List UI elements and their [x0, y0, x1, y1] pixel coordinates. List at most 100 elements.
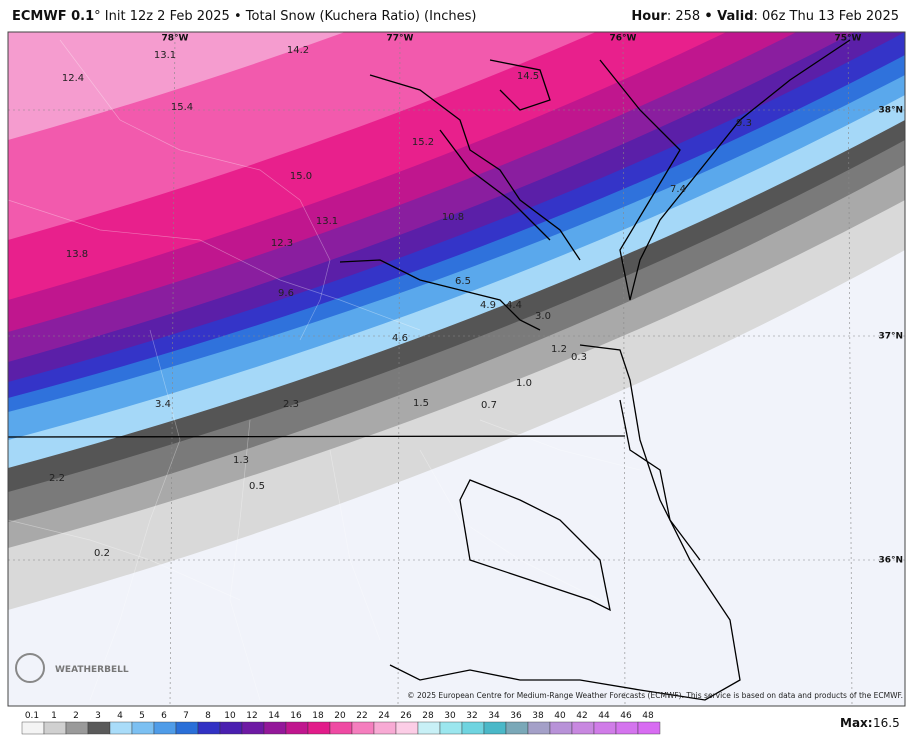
colorbar-label: 8 [205, 711, 211, 721]
colorbar-swatch [21, 721, 45, 735]
colorbar-swatch [65, 721, 89, 735]
colorbar-label: 28 [422, 711, 434, 721]
snow-label: 7.4 [670, 184, 686, 195]
snow-label: 15.2 [412, 137, 434, 148]
colorbar-swatch [439, 721, 463, 735]
longitude-label: 78°W [162, 34, 189, 44]
snow-label: 3.0 [535, 311, 551, 322]
snow-label: 2.3 [283, 399, 299, 410]
colorbar-label: 12 [246, 711, 257, 721]
snow-bands [8, 32, 905, 706]
colorbar-label: 22 [356, 711, 367, 721]
snow-label: 12.4 [62, 73, 84, 84]
colorbar-label: 6 [161, 711, 167, 721]
colorbar-label: 30 [444, 711, 456, 721]
colorbar-label: 10 [224, 711, 236, 721]
snow-label: 10.8 [442, 212, 464, 223]
snow-label: 9.3 [736, 118, 752, 129]
colorbar-swatch [505, 721, 529, 735]
colorbar-label: 5 [139, 711, 145, 721]
colorbar-swatch [373, 721, 397, 735]
colorbar-label: 16 [290, 711, 302, 721]
colorbar-label: 42 [576, 711, 587, 721]
colorbar-label: 2 [73, 711, 79, 721]
colorbar-swatch [549, 721, 573, 735]
colorbar-label: 46 [620, 711, 632, 721]
snow-label: 3.4 [155, 399, 171, 410]
snow-label: 0.7 [481, 400, 497, 411]
coordinates: 78°W 77°W 76°W 75°W 38°N 37°N 36°N [162, 34, 903, 566]
colorbar-swatch [153, 721, 177, 735]
snow-label: 15.0 [290, 171, 312, 182]
colorbar-swatch [615, 721, 639, 735]
colorbar-swatch [637, 721, 661, 735]
colorbar-label: 34 [488, 711, 500, 721]
snow-label: 1.2 [551, 344, 567, 355]
colorbar-label: 26 [400, 711, 412, 721]
snow-label: 0.5 [249, 481, 265, 492]
hour-label: Hour [631, 9, 667, 24]
longitude-label: 75°W [835, 34, 862, 44]
colorbar-swatch [175, 721, 199, 735]
header-left: ECMWF 0.1° Init 12z 2 Feb 2025 • Total S… [12, 9, 476, 24]
colorbar-label: 14 [268, 711, 280, 721]
colorbar: 0.1 1 2 3 4 5 6 7 8 10 12 14 16 18 20 22 24 26 28 30 32 34 36 3… [21, 711, 661, 735]
colorbar-label: 20 [334, 711, 346, 721]
snow-band [8, 32, 905, 140]
title: ° Init 12z 2 Feb 2025 • Total Snow (Kuch… [94, 9, 477, 24]
hour: 258 [675, 9, 701, 24]
max-label: Max: [840, 716, 873, 730]
colorbar-label: 4 [117, 711, 123, 721]
colorbar-swatch [351, 721, 375, 735]
snow-label: 14.5 [517, 71, 539, 82]
colorbar-swatch [527, 721, 551, 735]
model: ECMWF 0.1 [12, 9, 95, 24]
snow-label: 0.2 [94, 548, 110, 559]
valid-label: • Valid [704, 9, 754, 24]
colorbar-label: 36 [510, 711, 522, 721]
latitude-label: 36°N [878, 556, 903, 566]
colorbar-swatch [307, 721, 331, 735]
header-right: Hour: 258 • Valid: 06z Thu 13 Feb 2025 [631, 9, 899, 24]
snow-label: 9.6 [278, 288, 294, 299]
snow-label: 13.1 [154, 50, 176, 61]
colorbar-swatch [593, 721, 617, 735]
county-lines [8, 39, 641, 701]
snow-label: 15.4 [171, 102, 193, 113]
coastline [8, 39, 851, 701]
colorbar-label: 24 [378, 711, 390, 721]
colorbar-swatch [285, 721, 309, 735]
snow-label: 1.5 [413, 398, 429, 409]
colorbar-swatch [87, 721, 111, 735]
colorbar-swatch [461, 721, 485, 735]
colorbar-swatch [109, 721, 133, 735]
snow-band [8, 32, 905, 240]
snow-label: 6.5 [455, 276, 471, 287]
colorbar-swatch [197, 721, 221, 735]
snow-label: 4.6 [392, 333, 408, 344]
colorbar-swatch [329, 721, 353, 735]
latitude-label: 38°N [878, 106, 903, 116]
map-frame [7, 31, 906, 707]
graticule [8, 32, 905, 706]
colorbar-swatch [483, 721, 507, 735]
colorbar-swatch [131, 721, 155, 735]
colorbar-label: 3 [95, 711, 101, 721]
colorbar-swatch [417, 721, 441, 735]
colorbar-swatch [395, 721, 419, 735]
longitude-label: 77°W [387, 34, 414, 44]
snow-label: 13.1 [316, 216, 338, 227]
colorbar-label: 1 [51, 711, 57, 721]
latitude-label: 37°N [878, 332, 903, 342]
colorbar-swatch [571, 721, 595, 735]
valid: 06z Thu 13 Feb 2025 [762, 9, 899, 24]
watermark: WEATHERBELL [55, 665, 129, 675]
copyright: © 2025 European Centre for Medium-Range … [407, 691, 903, 700]
snow-label: 1.3 [233, 455, 249, 466]
colorbar-label: 7 [183, 711, 189, 721]
colorbar-label: 38 [532, 711, 544, 721]
snow-label: 2.2 [49, 473, 65, 484]
snow-label: 0.3 [571, 352, 587, 363]
